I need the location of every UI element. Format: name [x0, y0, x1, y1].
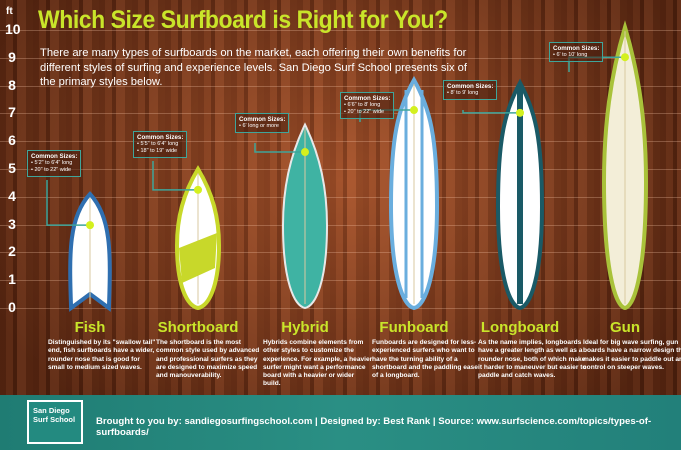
- logo-text: San Diego Surf School: [29, 402, 81, 442]
- callout-heading: Common Sizes:: [344, 95, 391, 102]
- surfboard-shortboard: [152, 161, 222, 311]
- gridline: [0, 252, 681, 254]
- leader-line: [46, 180, 90, 226]
- axis-tick: 9: [8, 48, 16, 65]
- axis-tick: 10: [5, 21, 21, 37]
- common-sizes-callout: Common Sizes: • 6'6" to 8' long • 20" to 2…: [340, 92, 395, 119]
- size-item: • 18" to 19" wide: [137, 148, 178, 154]
- axis-tick: 3: [8, 215, 16, 232]
- common-sizes-callout: Common Sizes: • 6' long or more: [235, 113, 290, 133]
- san-diego-surf-school-logo[interactable]: San Diego Surf School: [27, 400, 83, 444]
- board-name: Hybrid: [281, 319, 329, 336]
- board-name: Shortboard: [157, 319, 239, 336]
- axis-tick: 5: [8, 160, 16, 176]
- board-name: Funboard: [379, 319, 449, 336]
- common-sizes-callout: Common Sizes: • 5'5" to 6'4" long • 18" to…: [133, 131, 188, 158]
- surfboard-gun: [568, 20, 649, 311]
- size-marker: [621, 53, 629, 62]
- intro-text: There are many types of surfboards on th…: [40, 47, 468, 88]
- board-name: Gun: [610, 319, 640, 336]
- surfboard-fish: [46, 180, 112, 312]
- size-marker: [301, 148, 309, 157]
- board-description: Distinguished by its "swallow tail" end,…: [48, 339, 156, 371]
- board-description: Hybrids combine elements from other styl…: [263, 339, 373, 388]
- common-sizes-callout: Common Sizes: • 5'2" to 6'4" long • 20" to…: [27, 150, 82, 177]
- size-marker: [194, 185, 202, 194]
- gridline: [0, 280, 681, 282]
- size-item: • 6' long or more: [239, 123, 279, 129]
- page-title: Which Size Surfboard is Right for You?: [38, 6, 448, 34]
- size-marker: [410, 106, 418, 115]
- board-name: Longboard: [480, 319, 560, 336]
- credits-text: Brought to you by: sandiegosurfingschool…: [96, 416, 652, 438]
- leader-line: [254, 143, 305, 153]
- callout-heading: Common Sizes:: [137, 134, 184, 141]
- board-name: Fish: [74, 319, 106, 336]
- board-description: Ideal for big wave surfing, gun boards h…: [583, 339, 681, 371]
- gridline: [0, 169, 681, 170]
- size-item: • 6' to 10' long: [553, 52, 588, 58]
- surfboards-illustration: [46, 20, 649, 312]
- size-marker: [516, 108, 524, 117]
- gridline: [0, 30, 681, 31]
- axis-tick: 8: [8, 76, 16, 93]
- axis-tick: 7: [8, 104, 16, 121]
- axis-tick: 0: [8, 299, 16, 315]
- callout-heading: Common Sizes:: [553, 45, 600, 52]
- board-description: As the name implies, longboards have a g…: [478, 339, 587, 380]
- axis-unit: ft: [6, 6, 13, 17]
- footer: San Diego Surf School Brought to you by:…: [0, 395, 681, 450]
- surfboard-longboard: [462, 78, 545, 311]
- board-description: Funboards are designed for less-experien…: [372, 339, 478, 380]
- gridline: [0, 85, 681, 87]
- size-marker: [86, 221, 94, 230]
- gridline: [0, 308, 681, 309]
- gridline: [0, 57, 681, 59]
- common-sizes-callout: Common Sizes: • 8' to 9' long: [443, 80, 498, 100]
- leader-line: [462, 110, 520, 114]
- axis-tick: 2: [8, 243, 16, 260]
- common-sizes-callout: Common Sizes: • 6' to 10' long: [549, 42, 604, 62]
- leader-line: [152, 161, 198, 191]
- gridline: [0, 141, 681, 143]
- size-item: • 20" to 22" wide: [344, 109, 385, 115]
- size-item: • 20" to 22" wide: [31, 167, 72, 173]
- gridline: [0, 196, 681, 198]
- callout-heading: Common Sizes:: [447, 83, 494, 90]
- callout-heading: Common Sizes:: [239, 116, 286, 123]
- board-description: The shortboard is the most common style …: [156, 339, 260, 380]
- axis-tick: 4: [8, 187, 16, 204]
- axis-tick: 1: [8, 271, 16, 288]
- size-item: • 5'5" to 6'4" long: [137, 141, 179, 147]
- size-item: • 5'2" to 6'4" long: [31, 160, 73, 166]
- gridline: [0, 224, 681, 226]
- size-item: • 8' to 9' long: [447, 90, 479, 96]
- surfboard-hybrid: [254, 122, 329, 310]
- callout-heading: Common Sizes:: [31, 153, 78, 160]
- size-item: • 6'6" to 8' long: [344, 102, 381, 108]
- axis-tick: 6: [8, 132, 16, 149]
